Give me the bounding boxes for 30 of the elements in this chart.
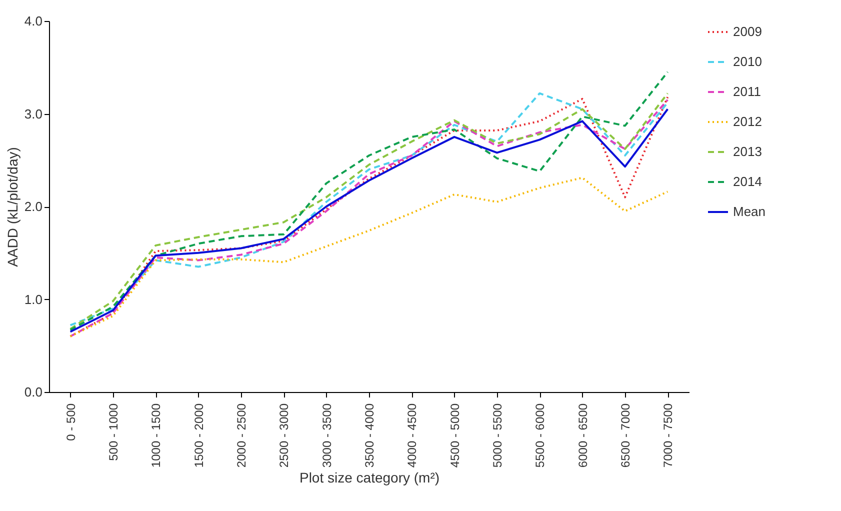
legend-label: Mean — [733, 204, 766, 219]
legend-label: 2011 — [733, 84, 761, 99]
x-tick-label: 3500 - 4000 — [362, 403, 376, 468]
y-tick-label: 3.0 — [24, 106, 42, 122]
x-tick-label: 1000 - 1500 — [149, 403, 164, 468]
x-tick-label: 6500 - 7000 — [618, 403, 632, 468]
x-tick-label: 3000 - 3500 — [320, 403, 334, 468]
x-tick-label: 5500 - 6000 — [533, 403, 548, 468]
legend-label: 2012 — [733, 114, 762, 129]
x-tick-label: 5000 - 5500 — [490, 403, 504, 468]
x-tick-label: 500 - 1000 — [106, 403, 120, 461]
y-axis-title: AADD (kL/plot/day) — [4, 147, 20, 267]
legend-label: 2009 — [733, 24, 762, 39]
x-tick-label: 1500 - 2000 — [192, 403, 206, 468]
line-series — [69, 176, 669, 338]
x-tick-label: 4500 - 5000 — [448, 403, 462, 468]
x-tick-label: 2000 - 2500 — [234, 403, 248, 468]
y-tick-label: 0.0 — [24, 384, 42, 400]
x-axis-title: Plot size category (m²) — [299, 470, 440, 486]
legend-label: 2013 — [733, 144, 762, 159]
legend-label: 2010 — [733, 54, 762, 69]
x-tick-label: 6000 - 6500 — [576, 403, 590, 468]
x-tick-label: 7000 - 7500 — [661, 403, 676, 468]
y-tick-label: 2.0 — [24, 199, 42, 214]
x-tick-label: 0 - 500 — [64, 403, 78, 441]
y-tick-label: 1.0 — [24, 292, 42, 307]
x-tick-label: 4000 - 4500 — [405, 403, 420, 468]
legend-label: 2014 — [733, 174, 762, 189]
x-tick-label: 2500 - 3000 — [277, 403, 292, 468]
y-tick-label: 4.0 — [24, 14, 42, 28]
